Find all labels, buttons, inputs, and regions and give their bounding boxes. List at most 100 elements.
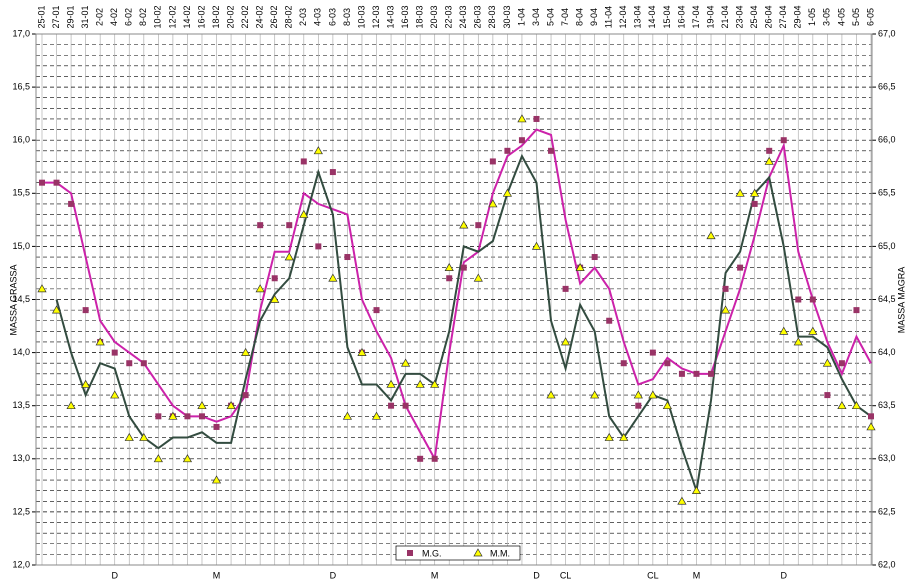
x-tick-label: 14-03 <box>385 5 395 28</box>
point <box>139 432 149 441</box>
point <box>53 179 60 186</box>
period-label: CL <box>560 570 572 580</box>
x-tick-label: 3-04 <box>531 8 541 26</box>
point <box>299 209 309 218</box>
point <box>388 402 395 409</box>
x-tick-label: 10-02 <box>153 5 163 28</box>
point <box>606 317 613 324</box>
point <box>475 222 482 229</box>
y-tick-label: 15,5 <box>12 188 30 198</box>
point <box>286 222 293 229</box>
point <box>866 422 876 431</box>
point <box>662 400 672 410</box>
y2-tick-label: 65,0 <box>878 241 896 251</box>
point <box>155 413 162 420</box>
point <box>153 454 163 463</box>
point <box>197 400 207 410</box>
x-tick-label: 6-03 <box>327 8 337 26</box>
x-tick-label: 7-04 <box>560 8 570 26</box>
x-tick-label: 27-01 <box>51 5 61 28</box>
point <box>315 243 322 250</box>
point <box>751 200 758 207</box>
point <box>241 347 251 356</box>
point <box>313 146 323 155</box>
y-tick-label: 16,5 <box>12 81 30 91</box>
point <box>488 199 498 208</box>
period-label: D <box>330 570 337 580</box>
x-tick-label: 22-03 <box>444 5 454 28</box>
point <box>562 285 569 292</box>
point <box>793 337 803 346</box>
x-tick-label: 18-02 <box>211 5 221 28</box>
x-tick-label: 16-04 <box>676 5 686 28</box>
x-tick-label: 17-04 <box>691 5 701 28</box>
point <box>373 307 380 314</box>
x-tick-label: 4-05 <box>836 8 846 26</box>
point <box>460 264 467 271</box>
point <box>489 158 496 165</box>
point <box>518 137 525 144</box>
point <box>750 188 760 197</box>
x-tick-label: 1-05 <box>807 8 817 26</box>
point <box>708 370 715 377</box>
y2-tick-label: 62,5 <box>878 506 896 516</box>
point <box>446 275 453 282</box>
point <box>51 305 62 314</box>
point <box>504 147 511 154</box>
point <box>184 413 191 420</box>
y-tick-label: 12,0 <box>12 559 30 569</box>
point <box>402 402 409 409</box>
period-label: M <box>693 570 701 580</box>
point <box>546 390 556 399</box>
point <box>720 305 731 314</box>
x-tick-label: 29-04 <box>793 5 803 28</box>
x-tick-label: 25-01 <box>36 5 46 28</box>
point <box>37 284 47 293</box>
y-tick-label: 13,0 <box>12 453 30 463</box>
x-tick-label: 8-04 <box>574 8 584 26</box>
period-label: D <box>780 570 787 580</box>
point <box>648 390 658 399</box>
x-tick-label: 4-02 <box>109 8 119 26</box>
point <box>371 411 382 420</box>
point <box>213 423 220 430</box>
y2-tick-label: 64,5 <box>878 294 896 304</box>
point <box>706 231 716 240</box>
x-tick-label: 4-03 <box>313 8 323 26</box>
point <box>837 400 847 410</box>
point <box>664 360 671 367</box>
x-tick-label: 16-03 <box>400 5 410 28</box>
x-tick-label: 18-03 <box>415 5 425 28</box>
x-tick-label: 27-04 <box>778 5 788 28</box>
y-tick-label: 17,0 <box>12 28 30 38</box>
point <box>342 411 353 420</box>
x-tick-label: 13-04 <box>633 5 643 28</box>
x-tick-label: 24-02 <box>255 5 265 28</box>
legend-swatch <box>473 548 483 557</box>
x-tick-label: 26-04 <box>764 5 774 28</box>
point <box>357 347 367 356</box>
legend-swatch <box>407 550 413 556</box>
point <box>473 273 483 282</box>
point <box>851 400 862 410</box>
x-tick-label: 28-03 <box>487 5 497 28</box>
point <box>691 485 702 495</box>
x-tick-label: 6-02 <box>124 8 134 26</box>
x-tick-label: 10-03 <box>356 5 366 28</box>
point <box>95 337 105 346</box>
point <box>531 241 542 250</box>
y-tick-label: 14,5 <box>12 294 30 304</box>
point <box>39 179 45 186</box>
x-tick-label: 15-04 <box>662 5 672 28</box>
point <box>417 455 424 462</box>
point <box>502 188 513 197</box>
point <box>795 296 802 303</box>
x-tick-label: 9-04 <box>589 8 599 26</box>
point <box>284 252 294 261</box>
x-tick-label: 6-05 <box>865 8 875 26</box>
point <box>735 188 745 197</box>
x-tick-label: 2-03 <box>298 8 308 26</box>
y2-tick-label: 65,5 <box>878 188 896 198</box>
